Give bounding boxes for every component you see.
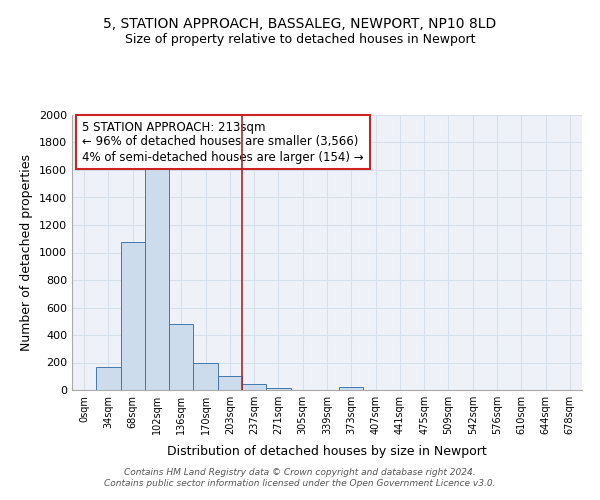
Bar: [218, 376, 242, 390]
Bar: [242, 384, 266, 390]
Text: 5, STATION APPROACH, BASSALEG, NEWPORT, NP10 8LD: 5, STATION APPROACH, BASSALEG, NEWPORT, …: [103, 18, 497, 32]
Text: Contains HM Land Registry data © Crown copyright and database right 2024.
Contai: Contains HM Land Registry data © Crown c…: [104, 468, 496, 487]
Bar: [266, 388, 290, 390]
Bar: [193, 362, 218, 390]
X-axis label: Distribution of detached houses by size in Newport: Distribution of detached houses by size …: [167, 446, 487, 458]
Bar: [121, 242, 145, 390]
Text: Size of property relative to detached houses in Newport: Size of property relative to detached ho…: [125, 32, 475, 46]
Bar: [96, 367, 121, 390]
Text: 5 STATION APPROACH: 213sqm
← 96% of detached houses are smaller (3,566)
4% of se: 5 STATION APPROACH: 213sqm ← 96% of deta…: [82, 120, 364, 164]
Bar: [169, 324, 193, 390]
Y-axis label: Number of detached properties: Number of detached properties: [20, 154, 34, 351]
Bar: [145, 167, 169, 390]
Bar: [339, 387, 364, 390]
